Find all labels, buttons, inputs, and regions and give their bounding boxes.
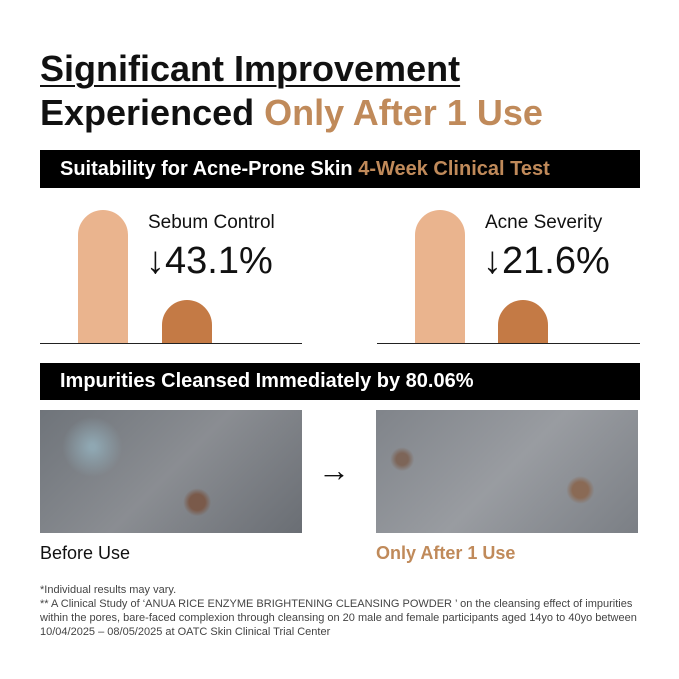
title: Significant Improvement — [40, 48, 461, 89]
caption: Before Use — [40, 543, 131, 563]
metric-value: ↓43.1% — [146, 240, 273, 282]
bar-before — [78, 210, 128, 343]
title-plain: Experienced — [40, 92, 255, 133]
title-accent: Only After 1 Use — [264, 92, 543, 133]
bar-after — [162, 300, 212, 343]
baseline — [377, 343, 640, 344]
before-photo — [40, 410, 302, 533]
after-photo — [376, 410, 638, 533]
metric-label: Acne Severity — [485, 212, 603, 233]
caption: Only After 1 Use — [376, 543, 516, 563]
banner-text: Suitability for Acne-Prone Skin — [60, 158, 353, 180]
bar-before — [415, 210, 465, 343]
metric-value: ↓21.6% — [483, 240, 610, 282]
baseline — [40, 343, 302, 344]
banner: Impurities Cleansed Immediately by 80.06… — [40, 363, 640, 400]
metric-label: Sebum Control — [148, 212, 275, 233]
bar-after — [498, 300, 548, 343]
banner-accent: 4-Week Clinical Test — [358, 158, 550, 180]
banner: Suitability for Acne-Prone Skin 4-Week C… — [40, 150, 640, 188]
arrow: → — [318, 452, 350, 488]
footnote: ** A Clinical Study of ‘ANUA RICE ENZYME… — [40, 598, 637, 638]
footnote: *Individual results may vary. — [40, 584, 177, 596]
title: Experienced Only After 1 Use — [40, 92, 543, 134]
